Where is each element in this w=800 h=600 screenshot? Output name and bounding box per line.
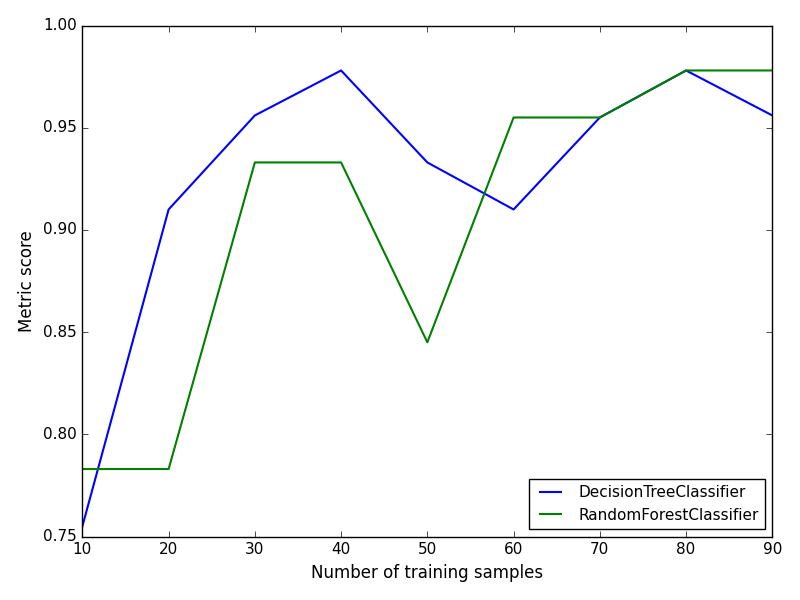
DecisionTreeClassifier	[509, 206, 518, 213]
Y-axis label: Metric score: Metric score	[18, 230, 36, 332]
DecisionTreeClassifier	[78, 523, 87, 530]
RandomForestClassifier	[250, 159, 260, 166]
RandomForestClassifier	[422, 339, 432, 346]
DecisionTreeClassifier	[164, 206, 174, 213]
Line: DecisionTreeClassifier: DecisionTreeClassifier	[82, 70, 772, 526]
DecisionTreeClassifier	[682, 67, 691, 74]
RandomForestClassifier	[682, 67, 691, 74]
RandomForestClassifier	[595, 114, 605, 121]
RandomForestClassifier	[78, 466, 87, 473]
Legend: DecisionTreeClassifier, RandomForestClassifier: DecisionTreeClassifier, RandomForestClas…	[530, 479, 765, 529]
DecisionTreeClassifier	[336, 67, 346, 74]
DecisionTreeClassifier	[250, 112, 260, 119]
RandomForestClassifier	[509, 114, 518, 121]
Line: RandomForestClassifier: RandomForestClassifier	[82, 70, 772, 469]
X-axis label: Number of training samples: Number of training samples	[311, 564, 543, 582]
RandomForestClassifier	[164, 466, 174, 473]
DecisionTreeClassifier	[767, 112, 777, 119]
DecisionTreeClassifier	[595, 114, 605, 121]
RandomForestClassifier	[336, 159, 346, 166]
RandomForestClassifier	[767, 67, 777, 74]
DecisionTreeClassifier	[422, 159, 432, 166]
